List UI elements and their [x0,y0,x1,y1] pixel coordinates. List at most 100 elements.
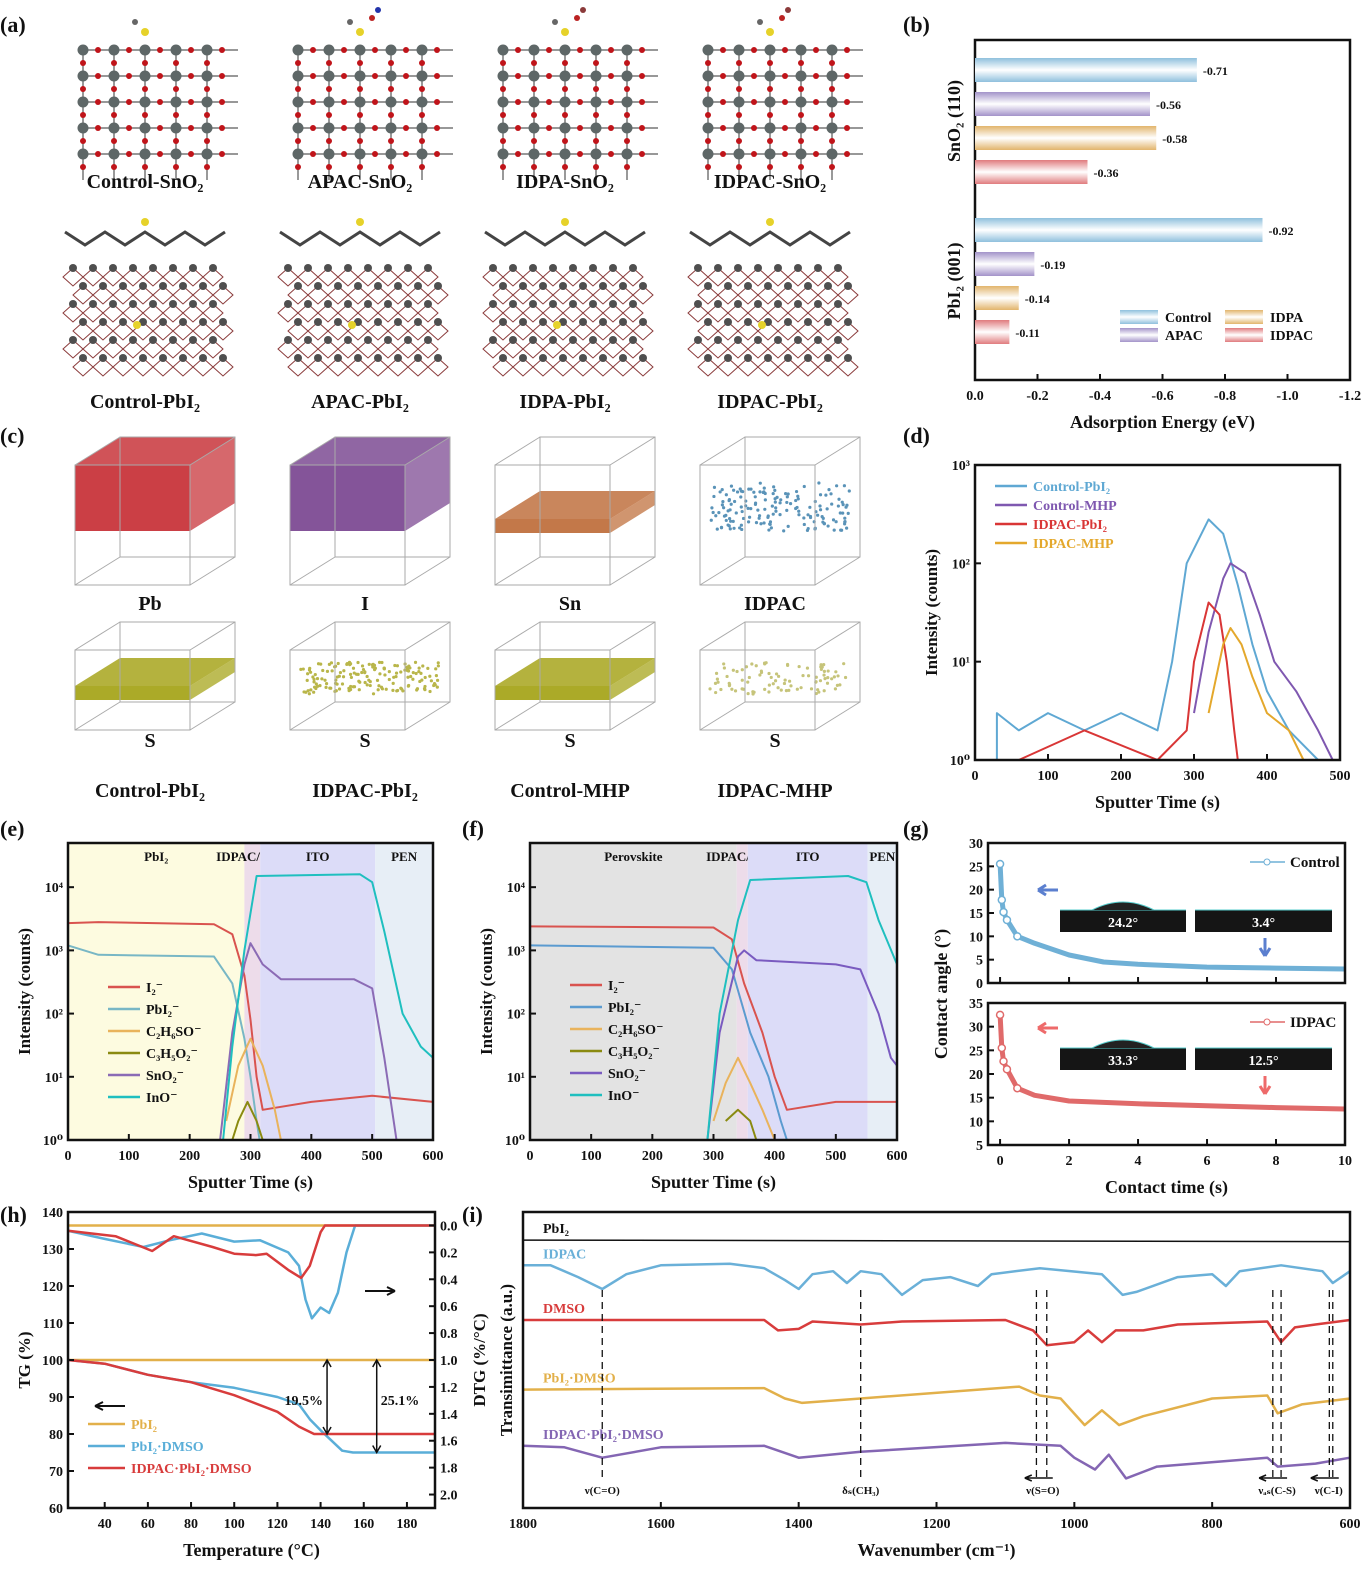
data-point [995,859,1005,869]
lattice-bond [767,303,789,323]
particle [818,679,823,683]
legend-label: PbI₂⁻ [146,1003,179,1018]
particle [758,481,762,485]
s-atom [356,28,364,36]
y-tick-label: 10³ [507,944,525,959]
lattice-bond [172,285,194,305]
lattice-bond [787,339,809,359]
o-atom [736,60,742,66]
particle [436,664,440,668]
pb-atom [754,336,762,344]
particle [814,675,818,679]
o-atom [157,99,163,105]
particle [301,667,305,671]
pb-atom [784,318,792,326]
pb-atom [69,264,77,272]
o-atom [546,125,552,131]
s-atom [766,218,774,226]
pb-atom [619,354,627,362]
box-back-edge [119,621,236,703]
sn-atom [416,96,428,108]
legend-label: PbI₂ [131,1418,157,1433]
lattice-bond [827,303,849,323]
pb-atom [384,336,392,344]
particle [342,669,346,673]
particle [711,510,715,515]
pb-atom [824,282,832,290]
lattice-bond [767,267,789,287]
box-edge [609,556,656,586]
box-edge [404,436,451,466]
y-tick-label: 80 [49,1428,63,1443]
o-atom [111,112,117,118]
lattice-bond [482,303,504,323]
particle [732,488,736,492]
particle [314,686,318,691]
box-edge [74,621,121,651]
lattice-bond [592,357,614,377]
region-label: ITO [306,849,330,864]
pb-atom [804,282,812,290]
o-atom [608,151,614,157]
surface-layer [64,230,226,247]
lattice-bond [777,357,799,377]
pb-atom [714,336,722,344]
o-atom [608,99,614,105]
structure-7 [687,218,859,377]
o-atom [562,112,568,118]
pb-atom [744,282,752,290]
lattice-bond [212,321,234,341]
sn-atom [702,96,714,108]
o-atom [844,151,850,157]
lattice-bond [837,321,859,341]
o-atom [326,86,332,92]
arrow-left-icon [1037,883,1058,897]
y-tick-label: 10¹ [507,1071,525,1086]
particle [786,492,790,496]
o-atom [624,164,630,170]
o-atom [531,86,537,92]
o-atom [204,86,210,92]
particle [820,514,824,519]
particle [419,671,423,675]
sn-atom [733,96,745,108]
o-atom [639,73,645,79]
lattice-bond [737,285,759,305]
slab-side [190,658,235,700]
lattice-bond [707,339,729,359]
shift-arrow-icon [1024,1474,1053,1482]
particle [825,681,830,685]
y-right-tick-label: 0.8 [440,1327,458,1342]
s-atom [758,321,766,329]
lattice-bond [612,285,634,305]
lattice-bond [707,267,729,287]
data-point [999,1056,1008,1066]
o-atom [705,60,711,66]
o-atom [295,86,301,92]
series-line [1018,601,1239,761]
particle [746,680,750,684]
lattice-bond [562,303,584,323]
y-right-axis-label: DTG (%/°C) [470,1313,489,1406]
series-line [712,1056,776,1141]
region-label: PbI₂ [144,849,168,864]
lattice-bond [787,303,809,323]
o-atom [219,151,225,157]
group-label-sno2: SnO₂ (110) [944,80,965,162]
sample-label: IDPAC-MHP [717,780,832,802]
lattice-bond [142,267,164,287]
y-tick-label: 10 [969,930,983,945]
axes-1: 0 100 200 300 400 500 10⁰ 10¹ 10² 10³ Sputter Time… [922,459,1351,813]
pb-atom [499,282,507,290]
o-atom [736,138,742,144]
particle [756,508,760,512]
plot-frame [973,463,1342,762]
pb-atom [354,282,362,290]
o-atom [310,47,316,53]
slab-top [75,658,235,686]
particle [349,675,354,680]
o-atom [577,125,583,131]
panel-label: (h) [0,1202,27,1227]
sn-atom [764,44,776,56]
pb-atom [609,264,617,272]
